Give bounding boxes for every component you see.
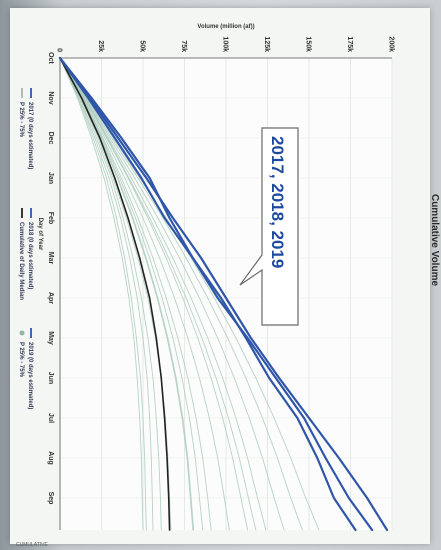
x-tick-label: Sep — [47, 492, 54, 505]
background-series-line — [59, 57, 249, 531]
y-axis-title: Volume (million (af)) — [197, 24, 254, 30]
legend-label: 2019 (0 days estimated) — [27, 342, 33, 409]
y-axis: 0 25k 50k 75k 100k 125k 150k 175k 200k — [56, 36, 395, 59]
x-tick-label: May — [47, 331, 54, 345]
background-series-line — [59, 57, 212, 531]
background-series-line — [59, 57, 257, 531]
series-layer — [58, 56, 389, 532]
series-line-2017 — [58, 56, 389, 532]
y-tick-label: 125k — [263, 36, 270, 52]
legend-label: P 25% - 75% — [18, 342, 24, 378]
x-axis-title: Day of Year — [37, 218, 43, 251]
x-tick-label: Aug — [47, 451, 54, 465]
median-series-line — [59, 57, 171, 531]
background-series-line — [59, 57, 154, 531]
x-tick-label: Jan — [47, 172, 54, 184]
background-series-line — [59, 57, 204, 531]
y-tick-label: 0 — [56, 48, 63, 52]
legend-label: 2017 (0 days estimated) — [27, 102, 33, 169]
x-tick-label: Dec — [47, 132, 54, 145]
legend-marker-dot — [19, 330, 25, 336]
y-tick-label: 75k — [180, 40, 187, 52]
background-series-line — [59, 57, 147, 531]
background-series-line — [59, 57, 230, 531]
background-series-line — [59, 57, 320, 531]
background-series-line — [59, 57, 172, 531]
x-tick-label: Apr — [47, 292, 54, 304]
background-series-line — [59, 57, 285, 531]
y-tick-label: 175k — [346, 36, 353, 52]
x-axis: Oct Nov Dec Jan Feb Mar Apr May Jun Jul Aug Sep — [47, 52, 61, 530]
x-tick-label: Jun — [47, 372, 54, 384]
y-tick-label: 150k — [305, 36, 312, 52]
callout-shape — [239, 127, 299, 326]
y-tick-label: 25k — [97, 40, 104, 52]
background-series-line — [59, 57, 195, 531]
legend-label: 2018 (0 days estimated) — [27, 222, 33, 289]
y-tick-label: 50k — [139, 40, 146, 52]
legend-label: P 25% - 75% — [18, 102, 24, 138]
x-tick-label: Nov — [47, 91, 54, 104]
callout-label: 2017, 2018, 2019 — [268, 136, 287, 268]
x-tick-label: Feb — [47, 212, 54, 224]
background-series-line — [59, 57, 162, 531]
background-series-line — [59, 57, 303, 531]
callout-box: 2017, 2018, 2019 — [239, 127, 299, 326]
x-tick-label: Oct — [47, 52, 54, 64]
series-line-2019 — [58, 56, 357, 532]
legend-label: Cumulative of Daily Median — [18, 222, 24, 300]
y-tick-label: 200k — [388, 36, 395, 52]
chart-title: Cumulative Volume — [429, 194, 440, 286]
series-line-2018 — [58, 56, 374, 532]
y-tick-label: 100k — [222, 36, 229, 52]
x-tick-label: Mar — [47, 252, 54, 265]
x-tick-label: Jul — [47, 413, 54, 423]
legend: 2017 (0 days estimated) 2018 (0 days esti… — [18, 88, 33, 409]
background-series-line — [59, 57, 267, 531]
footer-caption: CUMULATIVE — [16, 542, 49, 548]
background-series-line — [59, 57, 144, 531]
